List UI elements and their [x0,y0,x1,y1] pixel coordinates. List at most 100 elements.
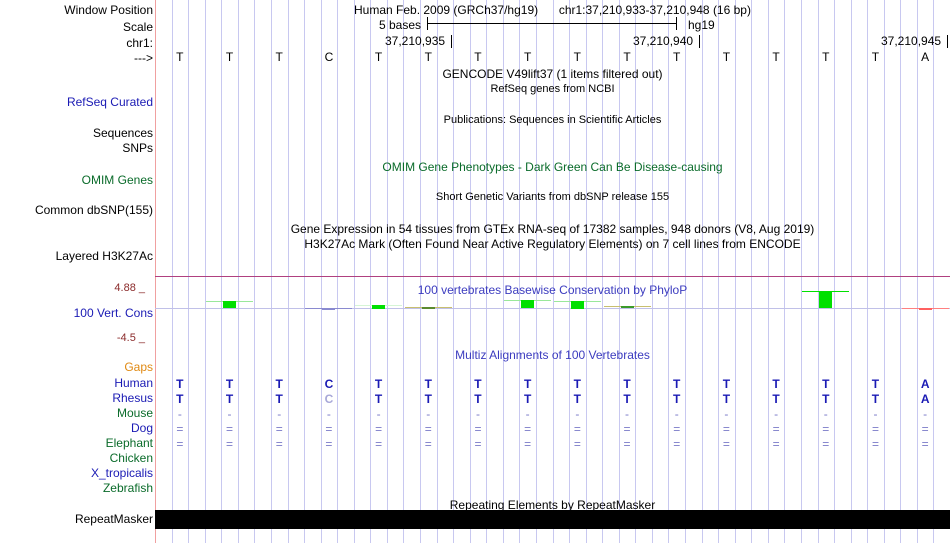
species-label[interactable]: Mouse [116,406,153,420]
gridline [437,0,438,543]
alignment-unaligned: = [822,422,830,436]
species-label[interactable]: Dog [130,421,153,435]
track-description: Short Genetic Variants from dbSNP releas… [435,191,670,203]
conservation-left-label[interactable]: 100 Vert. Cons [73,306,153,320]
conservation-max-value: 4.88 _ [114,282,145,294]
alignment-base: T [573,392,582,406]
alignment-base: T [772,377,780,391]
conservation-bar [521,300,535,308]
gridline [288,0,289,543]
alignment-base: T [275,377,283,391]
gridline [702,0,703,543]
species-row: = = = = = = = = = = = = = = = = [155,422,950,436]
track-left-label[interactable]: SNPs [122,141,153,155]
alignment-unaligned: = [673,437,681,451]
alignment-base: T [474,377,482,391]
left-boundary-rule [155,0,156,543]
track-description: H3K27Ac Mark (Often Found Near Active Re… [304,237,801,251]
alignment-base: C [324,377,334,391]
alignment-base: T [573,377,582,391]
alignment-unaligned: = [871,437,879,451]
gridline [453,0,454,543]
gridline [470,0,471,543]
gridline [503,0,504,543]
species-label[interactable]: Chicken [109,451,153,465]
sequence-base: T [623,50,631,64]
species-label[interactable]: Elephant [105,436,153,450]
gridline [403,0,404,543]
alignment-base: T [623,392,631,406]
sequence-base: C [324,50,334,64]
sequence-base: T [374,50,383,64]
alignment-unaligned: = [375,422,383,436]
alignment-unaligned: = [474,437,482,451]
alignment-base: T [673,392,681,406]
species-label[interactable]: Gaps [124,360,153,374]
alignment-unaligned: = [375,437,383,451]
alignment-unaligned: = [623,437,631,451]
alignment-base: T [424,392,432,406]
species-label[interactable]: Zebrafish [102,481,153,495]
position-title[interactable]: chr1:37,210,933-37,210,948 (16 bp) [558,3,751,17]
gridline [486,0,487,543]
chromosome-label: chr1: [126,36,153,50]
alignment-gap: - [774,407,779,421]
gridline [370,0,371,543]
multiz-title: Multiz Alignments of 100 Vertebrates [455,348,650,362]
gridline [321,0,322,543]
alignment-base: T [225,392,234,406]
species-label[interactable]: Rhesus [112,391,153,405]
gridline [221,0,222,543]
alignment-base: A [920,377,930,391]
ruler-tick-mark [947,35,948,48]
repeatmasker-bar[interactable] [155,510,950,529]
conservation-track-separator [155,276,950,277]
track-description: OMIM Gene Phenotypes - Dark Green Can Be… [382,160,723,174]
alignment-base: T [523,392,532,406]
alignment-unaligned: = [871,422,879,436]
gridline [668,0,669,543]
alignment-unaligned: = [921,437,929,451]
gridline [354,0,355,543]
gridline [768,0,769,543]
gridline [172,0,173,543]
track-left-label[interactable]: Sequences [92,126,153,140]
scale-label: Scale [122,20,153,34]
alignment-base: T [424,377,432,391]
alignment-gap: - [823,407,828,421]
gridline [735,0,736,543]
alignment-unaligned: = [524,422,532,436]
assembly-title: Human Feb. 2009 (GRCh37/hg19) [354,3,539,17]
strand-arrow-label: ---> [134,51,153,65]
gridline [652,0,653,543]
sequence-base: T [225,50,234,64]
alignment-gap: - [525,407,530,421]
repeatmasker-title: Repeating Elements by RepeatMasker [449,498,656,512]
gridline [387,0,388,543]
track-left-label[interactable]: RefSeq Curated [66,95,153,109]
track-left-label[interactable]: Common dbSNP(155) [34,203,153,217]
alignment-unaligned: = [226,422,234,436]
sequence-base: T [474,50,482,64]
species-label[interactable]: X_tropicalis [90,466,153,480]
alignment-unaligned: = [474,422,482,436]
species-label[interactable]: Human [114,376,153,390]
alignment-base: T [722,377,731,391]
alignment-base: T [374,377,383,391]
track-left-label[interactable]: Layered H3K27Ac [55,249,153,263]
conservation-bar [620,306,634,308]
track-description: GENCODE V49lift37 (1 items filtered out) [442,67,663,81]
alignment-gap: - [625,407,630,421]
gridline [635,0,636,543]
alignment-base: T [673,377,681,391]
repeatmasker-left-label[interactable]: RepeatMasker [74,512,153,526]
track-left-label[interactable]: OMIM Genes [81,173,153,187]
sequence-base: T [523,50,532,64]
gridline [602,0,603,543]
ruler-tick-mark [699,35,700,48]
conservation-min-value: -4.5 _ [116,332,145,344]
alignment-gap: - [674,407,679,421]
species-row: = = = = = = = = = = = = = = = = [155,437,950,451]
